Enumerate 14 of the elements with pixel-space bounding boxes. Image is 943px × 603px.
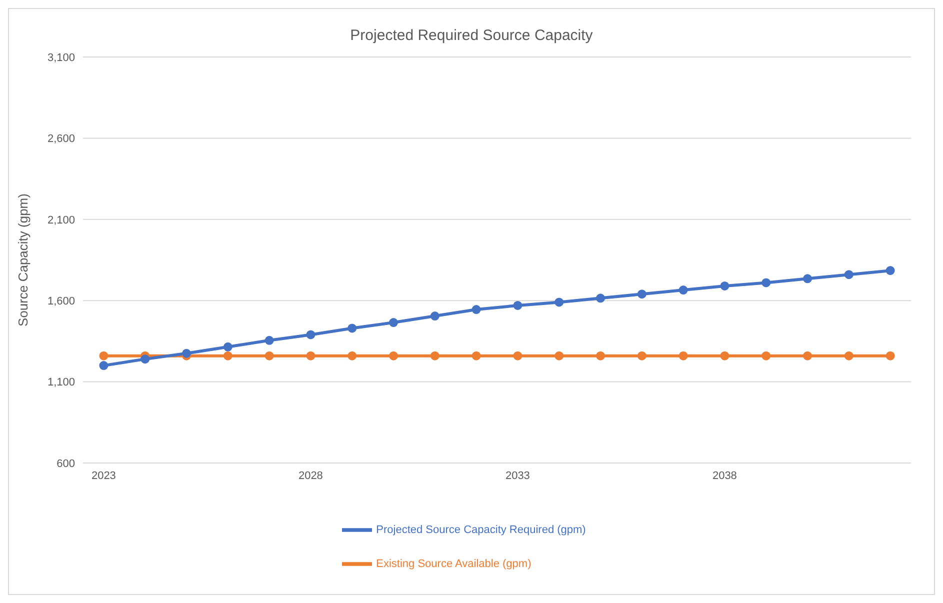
y-tick-label: 1,600 <box>47 296 75 308</box>
y-tick-label: 2,100 <box>47 214 75 226</box>
x-tick-label: 2033 <box>505 470 530 482</box>
x-tick-label: 2038 <box>712 470 737 482</box>
y-tick-label: 2,600 <box>47 133 75 146</box>
y-tick-label: 600 <box>56 458 75 470</box>
y-tick-label: 1,100 <box>47 376 75 389</box>
legend-label: Projected Source Capacity Required (gpm) <box>376 524 586 536</box>
legend-label: Existing Source Available (gpm) <box>376 558 532 570</box>
y-tick-label: 3,100 <box>47 52 75 64</box>
x-tick-label: 2028 <box>298 470 323 482</box>
y-axis-title: Source Capacity (gpm) <box>16 194 31 326</box>
x-tick-label: 2023 <box>91 470 116 482</box>
chart-title: Projected Required Source Capacity <box>349 27 594 46</box>
